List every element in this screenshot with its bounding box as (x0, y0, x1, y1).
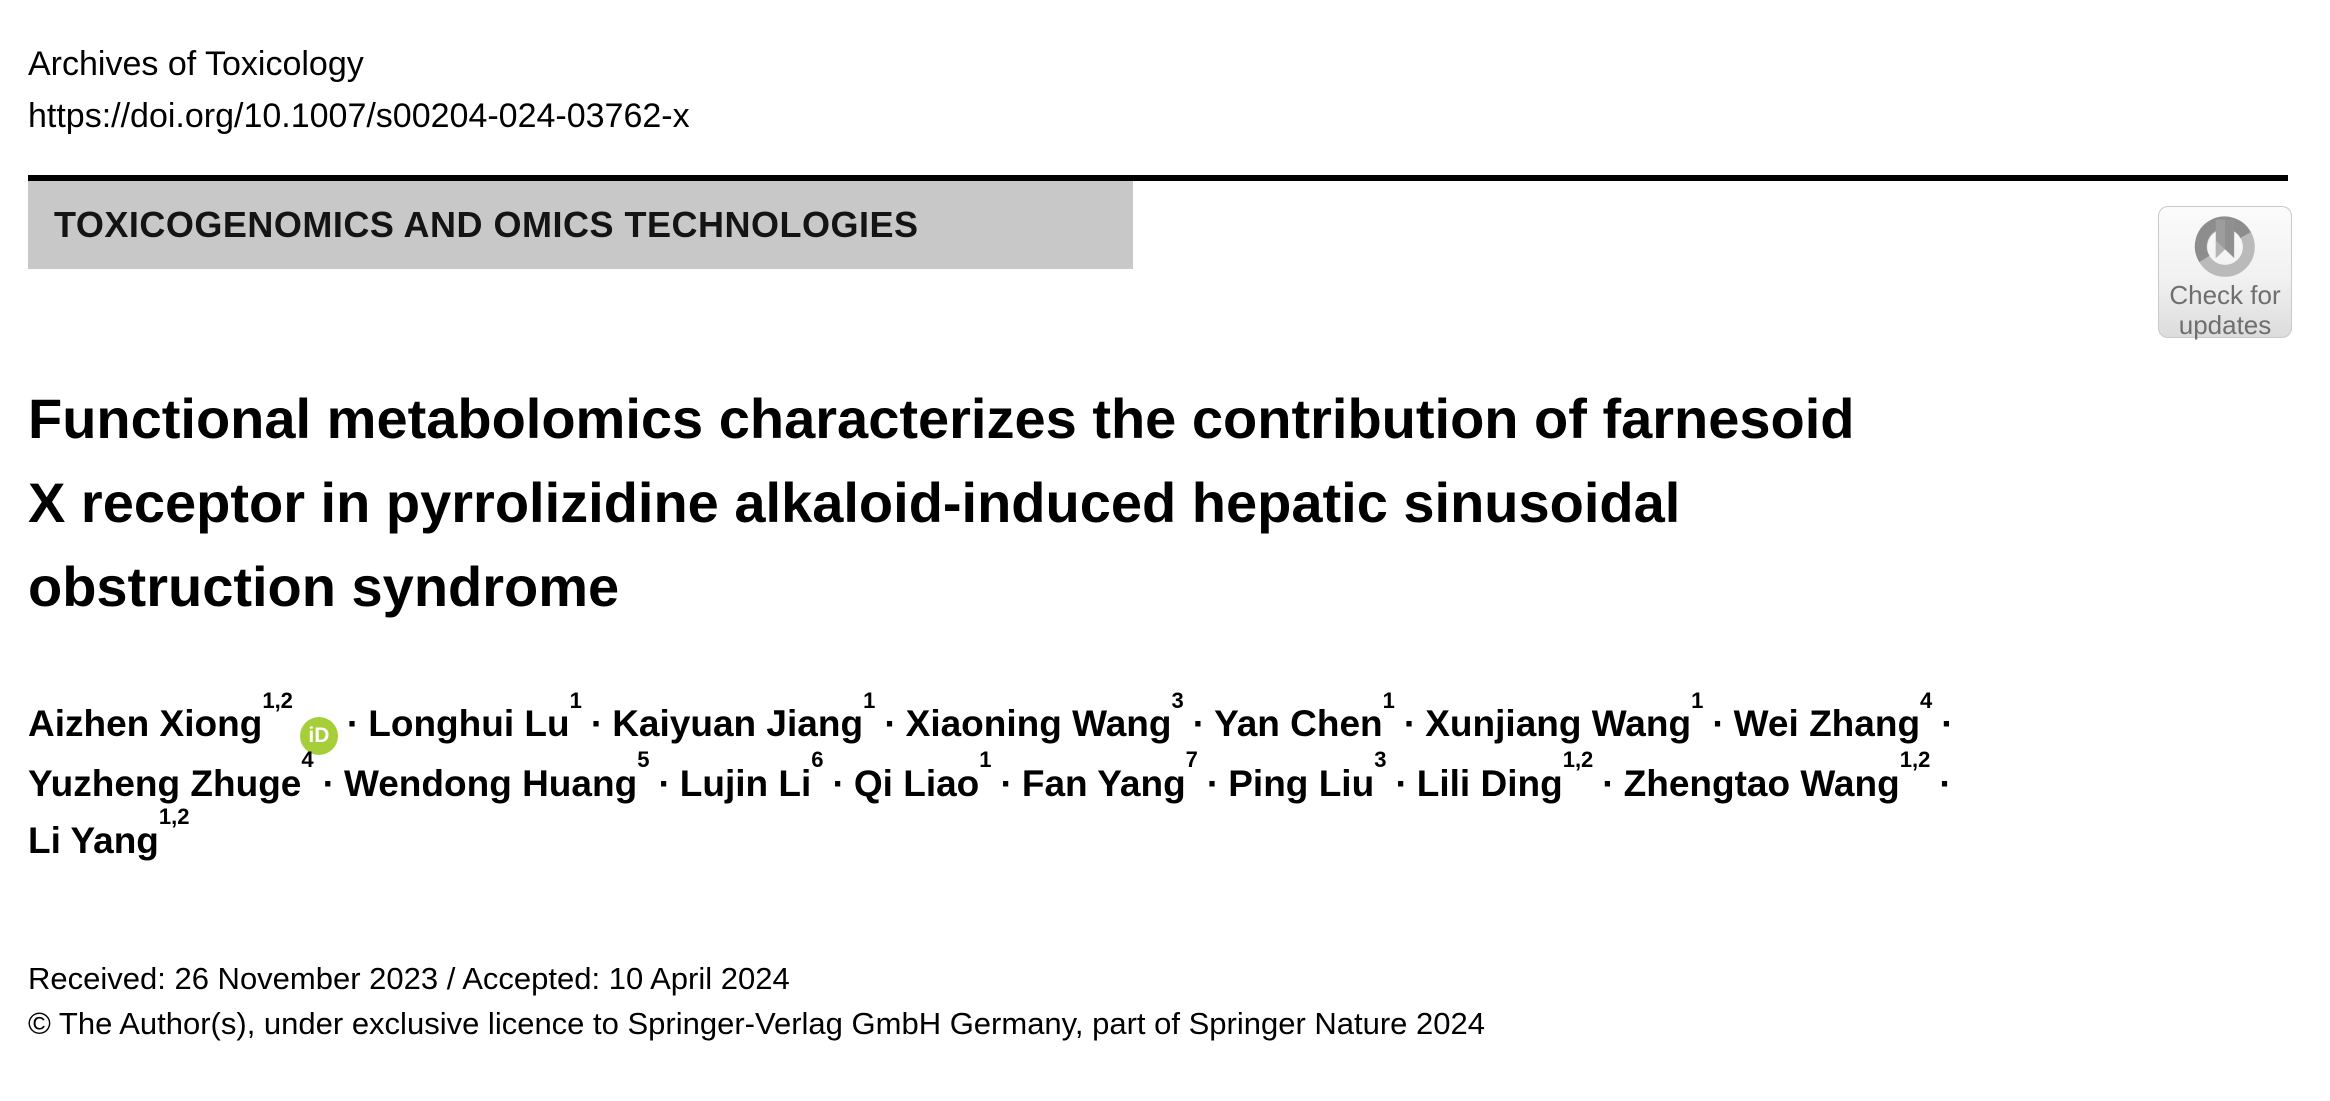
author-affiliation-superscript: 1 (979, 747, 992, 773)
check-badge-text-line2: updates (2178, 310, 2272, 340)
author-separator: · (832, 762, 845, 804)
author-separator: · (1206, 762, 1220, 804)
article-title: Functional metabolomics characterizes th… (28, 377, 2288, 629)
dates-block: Received: 26 November 2023 / Accepted: 1… (28, 956, 2288, 1046)
authors: Aizhen Xiong1,2iD · Longhui Lu1· Kaiyuan Ji… (28, 687, 2288, 869)
copyright-line: © The Author(s), under exclusive licence… (28, 1005, 1485, 1041)
author-affiliation-superscript: 4 (1920, 687, 1933, 713)
author-separator: · (346, 703, 360, 744)
author-affiliation-superscript: 6 (811, 747, 824, 773)
author-affiliation-superscript: 7 (1185, 747, 1198, 773)
author-separator: · (1712, 703, 1725, 744)
author-separator: · (1000, 762, 1013, 804)
author-name: Lujin Li6 (679, 747, 824, 804)
author-separator: · (1939, 762, 1952, 804)
author-affiliation-superscript: 1,2 (1899, 747, 1931, 773)
author-affiliation-superscript: 1,2 (1562, 747, 1594, 773)
author-name: Zhengtao Wang1,2 (1623, 747, 1931, 804)
check-badge-text-line1: Check for (2169, 280, 2281, 310)
author-separator: · (322, 762, 335, 804)
author-affiliation-superscript: 1,2 (158, 804, 190, 830)
author-affiliation-superscript: 1 (569, 687, 582, 713)
section-banner-label: TOXICOGENOMICS AND OMICS TECHNOLOGIES (54, 204, 919, 245)
author-line: Li Yang1,2 (28, 804, 2288, 869)
author-affiliation-superscript: 5 (637, 747, 650, 773)
author-affiliation-superscript: 1 (1382, 687, 1395, 713)
author-name: Wei Zhang4 (1733, 687, 1933, 744)
author-line: Aizhen Xiong1,2iD · Longhui Lu1· Kaiyuan Ji… (28, 687, 2288, 755)
author-name: Qi Liao1 (853, 747, 992, 804)
author-name: Lili Ding1,2 (1416, 747, 1594, 804)
crossmark-icon (2194, 216, 2255, 277)
author-name: Wendong Huang5 (343, 747, 650, 804)
author-line: Yuzheng Zhuge4· Wendong Huang5· Lujin Li6·… (28, 747, 2288, 812)
author-affiliation-superscript: 4 (301, 747, 314, 773)
author-separator: · (590, 703, 604, 744)
author-name: Longhui Lu1 (368, 687, 582, 744)
author-separator: · (1403, 703, 1417, 744)
article-title-line: X receptor in pyrrolizidine alkaloid-ind… (28, 471, 1681, 534)
author-separator: · (884, 703, 897, 744)
orcid-icon[interactable]: iD (299, 716, 338, 755)
author-affiliation-superscript: 3 (1374, 747, 1387, 773)
author-name: Aizhen Xiong1,2 (28, 687, 293, 744)
author-name: Li Yang1,2 (28, 804, 190, 861)
author-affiliation-superscript: 3 (1171, 687, 1184, 713)
doi-link[interactable]: https://doi.org/10.1007/s00204-024-03762… (28, 97, 690, 135)
author-name: Yan Chen1 (1214, 687, 1395, 744)
author-separator: · (1192, 703, 1206, 744)
section-banner: TOXICOGENOMICS AND OMICS TECHNOLOGIES (28, 181, 1133, 269)
author-separator: · (658, 762, 671, 804)
author-name: Xunjiang Wang1 (1425, 687, 1704, 744)
author-affiliation-superscript: 1 (863, 687, 876, 713)
author-name: Ping Liu3 (1228, 747, 1387, 804)
author-affiliation-superscript: 1 (1691, 687, 1704, 713)
author-separator: · (1602, 762, 1615, 804)
author-name: Kaiyuan Jiang1 (612, 687, 876, 744)
journal-header: Archives of Toxicology https://doi.org/1… (28, 38, 2288, 142)
author-name: Xiaoning Wang3 (905, 687, 1184, 744)
author-name: Yuzheng Zhuge4 (28, 747, 314, 804)
article-title-line: obstruction syndrome (28, 555, 620, 618)
author-affiliation-superscript: 1,2 (262, 687, 293, 713)
author-separator: · (1395, 762, 1408, 804)
author-separator: · (1941, 703, 1954, 744)
journal-name: Archives of Toxicology (28, 45, 364, 83)
received-accepted-line: Received: 26 November 2023 / Accepted: 1… (28, 960, 790, 996)
author-name: Fan Yang7 (1021, 747, 1198, 804)
horizontal-rule (28, 175, 2288, 181)
article-title-line: Functional metabolomics characterizes th… (28, 387, 1855, 450)
check-for-updates-badge[interactable]: Check for updates (2158, 206, 2292, 340)
